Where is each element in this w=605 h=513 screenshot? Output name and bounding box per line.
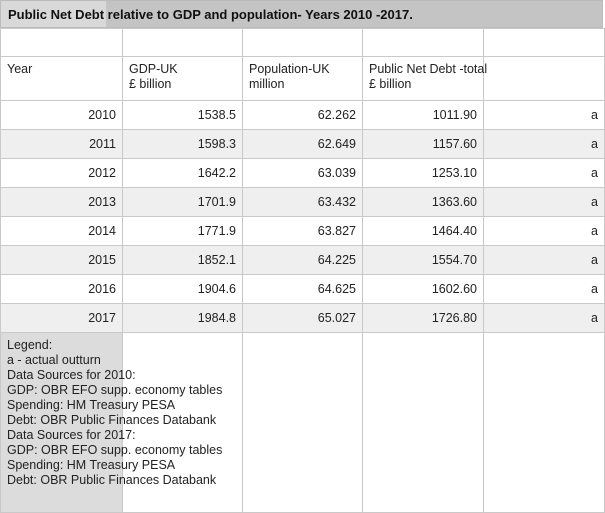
empty-cell[interactable] — [242, 28, 363, 57]
header-cell[interactable]: Year — [0, 56, 123, 101]
table-cell[interactable]: 1157.60 — [362, 129, 484, 159]
table-cell[interactable]: 2013 — [0, 187, 123, 217]
table-cell[interactable]: a — [483, 158, 605, 188]
empty-cell[interactable] — [362, 28, 484, 57]
table-cell[interactable]: 63.039 — [242, 158, 363, 188]
table-cell[interactable]: 1726.80 — [362, 303, 484, 333]
header-cell[interactable]: GDP-UK £ billion — [122, 56, 243, 101]
header-line1: GDP-UK — [129, 62, 178, 76]
table-cell[interactable]: 63.827 — [242, 216, 363, 246]
legend-line: Legend: — [7, 338, 53, 352]
empty-cell[interactable] — [483, 332, 605, 513]
header-line1: Population-UK — [249, 62, 330, 76]
table-cell[interactable]: 1602.60 — [362, 274, 484, 304]
header-row: Year GDP-UK £ billion Population-UK million… — [0, 56, 605, 101]
legend-line: Debt: OBR Public Finances Databank — [7, 413, 217, 427]
table-cell[interactable]: 65.027 — [242, 303, 363, 333]
table-row: 2011 1598.3 62.649 1157.60 a — [0, 129, 605, 159]
table-cell[interactable]: 1852.1 — [122, 245, 243, 275]
legend-row: Legend: a - actual outturn Data Sources fo… — [0, 332, 605, 513]
debt-table: Year GDP-UK £ billion Population-UK million… — [0, 28, 605, 513]
table-cell[interactable]: 64.625 — [242, 274, 363, 304]
table-cell[interactable]: 2016 — [0, 274, 123, 304]
table-cell[interactable]: 2017 — [0, 303, 123, 333]
table-cell[interactable]: a — [483, 187, 605, 217]
table-cell[interactable]: 1642.2 — [122, 158, 243, 188]
table-cell[interactable]: 1984.8 — [122, 303, 243, 333]
table-cell[interactable]: 2010 — [0, 100, 123, 130]
empty-cell[interactable] — [122, 28, 243, 57]
empty-cell[interactable] — [483, 28, 605, 57]
table-cell[interactable]: 1904.6 — [122, 274, 243, 304]
header-line2 — [7, 77, 116, 92]
table-title: Public Net Debt relative to GDP and popu… — [0, 0, 603, 28]
table-cell[interactable]: 2015 — [0, 245, 123, 275]
table-row: 2017 1984.8 65.027 1726.80 a — [0, 303, 605, 333]
table-cell[interactable]: 1598.3 — [122, 129, 243, 159]
empty-row — [0, 28, 605, 57]
header-line1 — [490, 62, 598, 77]
table-row: 2015 1852.1 64.225 1554.70 a — [0, 245, 605, 275]
table-cell[interactable]: 1464.40 — [362, 216, 484, 246]
header-cell[interactable]: Public Net Debt -total £ billion — [362, 56, 488, 101]
table-cell[interactable]: a — [483, 216, 605, 246]
header-line1: Year — [7, 62, 33, 76]
header-cell[interactable]: Population-UK million — [242, 56, 363, 101]
table-cell[interactable]: 2014 — [0, 216, 123, 246]
table-cell[interactable]: 62.649 — [242, 129, 363, 159]
table-cell[interactable]: 2012 — [0, 158, 123, 188]
legend-line: Data Sources for 2017: — [7, 428, 136, 442]
table-cell[interactable]: a — [483, 129, 605, 159]
table-cell[interactable]: 1771.9 — [122, 216, 243, 246]
table-cell[interactable]: 64.225 — [242, 245, 363, 275]
legend-line: Data Sources for 2010: — [7, 368, 136, 382]
table-cell[interactable]: a — [483, 245, 605, 275]
header-line2: £ billion — [369, 77, 412, 91]
header-line2 — [490, 77, 598, 92]
legend-line: Debt: OBR Public Finances Databank — [7, 473, 217, 487]
header-line1: Public Net Debt -total — [369, 62, 488, 76]
empty-cell[interactable] — [362, 332, 484, 513]
legend-line: GDP: OBR EFO supp. economy tables — [7, 383, 223, 397]
table-cell[interactable]: 63.432 — [242, 187, 363, 217]
table-cell[interactable]: 1011.90 — [362, 100, 484, 130]
table-row: 2012 1642.2 63.039 1253.10 a — [0, 158, 605, 188]
header-cell[interactable] — [483, 56, 605, 101]
empty-cell[interactable] — [242, 332, 363, 513]
legend-cell[interactable]: Legend: a - actual outturn Data Sources fo… — [0, 332, 222, 513]
table-cell[interactable]: a — [483, 100, 605, 130]
table-cell[interactable]: a — [483, 274, 605, 304]
table-cell[interactable]: a — [483, 303, 605, 333]
legend-line: a - actual outturn — [7, 353, 101, 367]
table-cell[interactable]: 1554.70 — [362, 245, 484, 275]
table-row: 2013 1701.9 63.432 1363.60 a — [0, 187, 605, 217]
legend-line: GDP: OBR EFO supp. economy tables — [7, 443, 223, 457]
table-row: 2014 1771.9 63.827 1464.40 a — [0, 216, 605, 246]
table-row: 2016 1904.6 64.625 1602.60 a — [0, 274, 605, 304]
header-line2: million — [249, 77, 285, 91]
table-row: 2010 1538.5 62.262 1011.90 a — [0, 100, 605, 130]
empty-cell[interactable] — [0, 28, 123, 57]
table-cell[interactable]: 1253.10 — [362, 158, 484, 188]
legend-line: Spending: HM Treasury PESA — [7, 458, 176, 472]
table-cell[interactable]: 2011 — [0, 129, 123, 159]
table-cell[interactable]: 1701.9 — [122, 187, 243, 217]
table-cell[interactable]: 1538.5 — [122, 100, 243, 130]
header-line2: £ billion — [129, 77, 172, 91]
legend-line: Spending: HM Treasury PESA — [7, 398, 176, 412]
table-cell[interactable]: 1363.60 — [362, 187, 484, 217]
table-cell[interactable]: 62.262 — [242, 100, 363, 130]
